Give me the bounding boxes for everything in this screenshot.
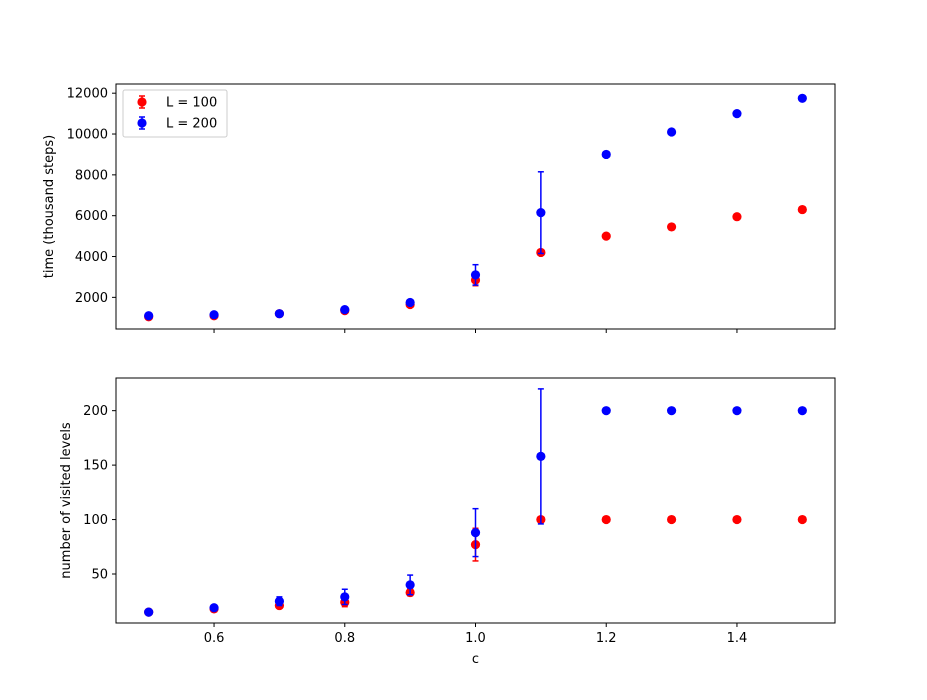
data-point (470, 528, 481, 538)
y-tick-label: 200 (83, 404, 108, 419)
data-point (405, 297, 415, 308)
data-point (732, 109, 742, 119)
series-l-200 (144, 93, 807, 321)
x-axis-label: c (472, 652, 479, 667)
data-point (405, 580, 415, 590)
data-point (209, 310, 219, 320)
legend-label: L = 200 (166, 117, 217, 132)
data-point (666, 406, 677, 416)
axes-frame (115, 377, 836, 624)
series-l-200 (144, 388, 807, 617)
data-point (797, 514, 807, 525)
y-axis-label: number of visited levels (59, 422, 74, 579)
data-point (601, 231, 611, 241)
data-point (797, 204, 807, 215)
y-tick-label: 8000 (75, 168, 108, 183)
y-tick-label: 100 (83, 513, 108, 528)
x-tick-label: 1.0 (465, 631, 486, 646)
data-point (601, 514, 611, 525)
data-point (209, 603, 219, 613)
data-point (732, 514, 742, 525)
data-point (601, 406, 611, 416)
data-point (732, 212, 742, 222)
bottom-panel-levels: 0.6 0.8 1.0 1.2 1.4 50 100 150 200 number of visi… (59, 377, 836, 667)
data-point (536, 451, 546, 461)
series-l-100 (144, 204, 807, 322)
x-tick-label: 0.8 (334, 631, 355, 646)
y-tick-label: 6000 (75, 209, 108, 224)
top-panel-time: 2000 4000 6000 8000 10000 12000 time (thousand… (42, 83, 836, 333)
y-axis-label: time (thousand steps) (42, 135, 57, 278)
data-point (797, 406, 807, 416)
data-point (144, 311, 154, 321)
data-point (797, 93, 807, 103)
data-point (274, 596, 285, 606)
data-point (666, 514, 677, 525)
x-tick-label: 1.4 (727, 631, 748, 646)
data-point (274, 309, 285, 319)
legend-label: L = 100 (166, 96, 217, 111)
data-point (666, 222, 677, 232)
data-point (536, 208, 546, 218)
data-point (732, 406, 742, 416)
legend: L = 100 L = 200 (122, 89, 228, 138)
y-tick-label: 4000 (75, 250, 108, 265)
data-point (144, 607, 154, 617)
y-tick-label: 2000 (75, 291, 108, 306)
x-tick-label: 0.6 (204, 631, 225, 646)
legend-box (122, 89, 228, 138)
y-tick-label: 10000 (67, 128, 108, 143)
y-tick-label: 12000 (67, 87, 108, 102)
data-point (340, 305, 350, 315)
data-point (666, 127, 677, 137)
data-point (340, 592, 350, 602)
y-tick-label: 150 (83, 459, 108, 474)
legend-marker (137, 118, 147, 128)
data-point (601, 149, 611, 160)
data-point (470, 270, 481, 280)
x-tick-label: 1.2 (596, 631, 617, 646)
y-tick-label: 50 (91, 568, 108, 583)
legend-marker (137, 97, 147, 107)
